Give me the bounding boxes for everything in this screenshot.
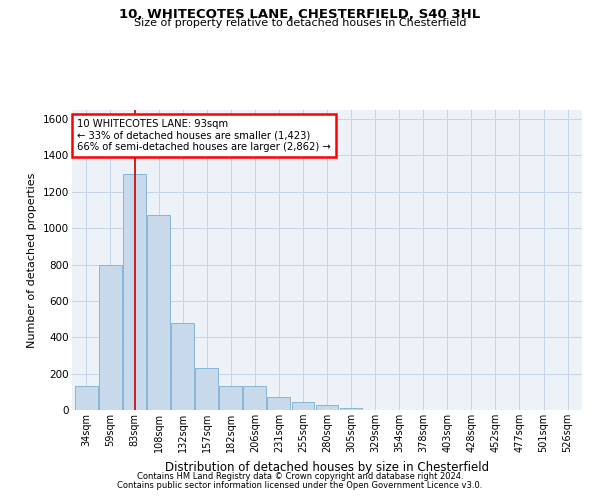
Text: 10 WHITECOTES LANE: 93sqm
← 33% of detached houses are smaller (1,423)
66% of se: 10 WHITECOTES LANE: 93sqm ← 33% of detac… [77,119,331,152]
Text: Size of property relative to detached houses in Chesterfield: Size of property relative to detached ho… [134,18,466,28]
Bar [268,398,290,410]
Bar [316,406,338,410]
Bar [195,368,218,410]
Bar [99,264,122,410]
Text: Contains HM Land Registry data © Crown copyright and database right 2024.: Contains HM Land Registry data © Crown c… [137,472,463,481]
Text: Contains public sector information licensed under the Open Government Licence v3: Contains public sector information licen… [118,481,482,490]
Text: 10, WHITECOTES LANE, CHESTERFIELD, S40 3HL: 10, WHITECOTES LANE, CHESTERFIELD, S40 3… [119,8,481,20]
Y-axis label: Number of detached properties: Number of detached properties [28,172,37,348]
Bar [244,386,266,410]
Bar [292,402,314,410]
Bar [340,408,362,410]
Bar [123,174,146,410]
Bar [75,386,98,410]
Bar [171,322,194,410]
X-axis label: Distribution of detached houses by size in Chesterfield: Distribution of detached houses by size … [165,460,489,473]
Bar [220,386,242,410]
Bar [147,216,170,410]
